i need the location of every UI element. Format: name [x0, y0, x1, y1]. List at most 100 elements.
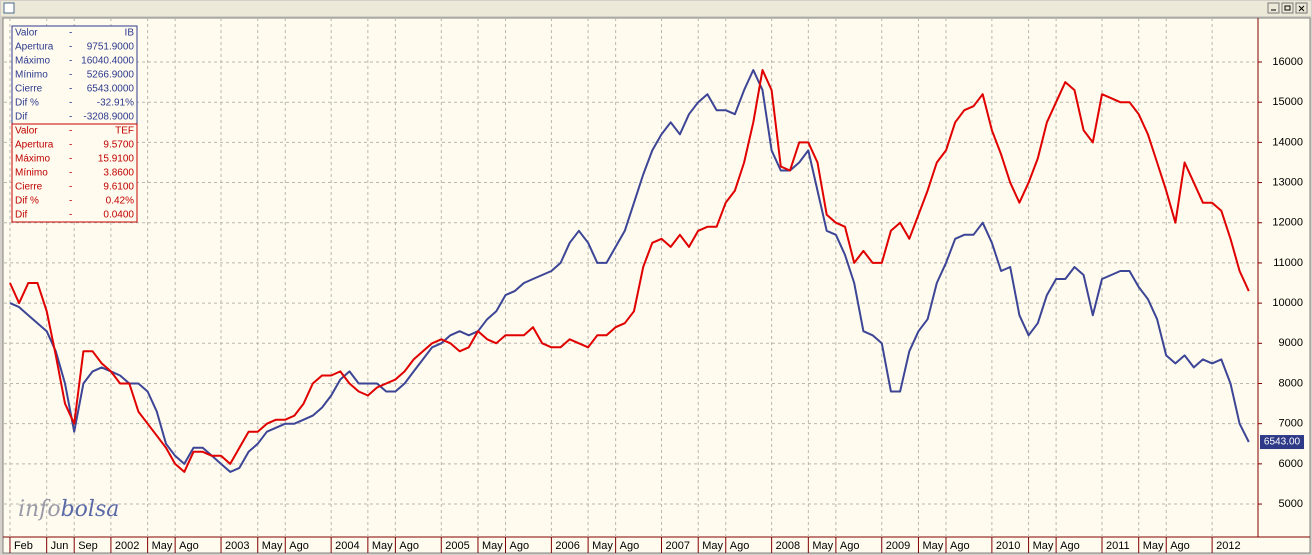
- info-sep: -: [69, 56, 72, 67]
- info-sep: -: [69, 70, 72, 81]
- x-tick-label: Feb: [14, 540, 33, 552]
- info-value: 9.5700: [103, 140, 134, 151]
- info-sep: -: [69, 112, 72, 123]
- x-tick-label: May: [152, 540, 173, 552]
- info-sep: -: [69, 42, 72, 53]
- info-box: [11, 123, 138, 223]
- info-sep: -: [69, 196, 72, 207]
- info-value: 5266.9000: [87, 70, 135, 81]
- info-sep: -: [69, 154, 72, 165]
- x-tick-label: Ago: [1060, 540, 1080, 552]
- y-tick-label: 10000: [1272, 297, 1303, 309]
- info-value: 16040.4000: [81, 56, 134, 67]
- restore-button[interactable]: [1281, 2, 1294, 14]
- series-line: [9, 69, 1250, 473]
- x-tick-label: Jun: [51, 540, 69, 552]
- title-bar: [1, 1, 1311, 16]
- lines: [9, 69, 1250, 473]
- window-icon: [3, 2, 15, 14]
- info-label: Dif: [15, 112, 27, 123]
- price-tag: 6543.00: [1264, 437, 1301, 448]
- y-tick-label: 9000: [1279, 337, 1303, 349]
- y-tick-label: 16000: [1272, 56, 1303, 68]
- info-value: 6543.0000: [87, 84, 135, 95]
- info-label: Máximo: [15, 56, 50, 67]
- window-buttons: [1267, 2, 1308, 14]
- x-tick-label: Ago: [620, 540, 640, 552]
- y-tick-label: 11000: [1273, 257, 1303, 269]
- info-value: 0.0400: [103, 210, 134, 221]
- info-value: -3208.9000: [83, 112, 134, 123]
- y-tick-label: 8000: [1279, 377, 1303, 389]
- y-tick-label: 7000: [1279, 418, 1303, 430]
- info-sep: -: [69, 168, 72, 179]
- info-label: Valor: [15, 28, 38, 39]
- info-label: Cierre: [15, 84, 43, 95]
- x-tick-label: 2009: [886, 540, 910, 552]
- x-tick-label: May: [1033, 540, 1054, 552]
- info-label: Máximo: [15, 154, 50, 165]
- info-label: Dif: [15, 210, 27, 221]
- info-label: Mínimo: [15, 168, 48, 179]
- info-box: [11, 25, 138, 125]
- x-tick-label: May: [702, 540, 723, 552]
- x-tick-label: 2008: [776, 540, 800, 552]
- restore-glyph: [1284, 5, 1291, 11]
- info-value: 0.42%: [106, 196, 134, 207]
- y-tick-label: 12000: [1272, 217, 1303, 229]
- info-value: 15.9100: [98, 154, 135, 165]
- x-tick-label: May: [262, 540, 283, 552]
- x-tick-label: 2011: [1106, 540, 1130, 552]
- x-tick-label: Ago: [730, 540, 750, 552]
- x-tick-label: 2012: [1216, 540, 1240, 552]
- y-tick-label: 14000: [1272, 136, 1303, 148]
- info-sep: -: [69, 98, 72, 109]
- x-tick-label: 2006: [555, 540, 579, 552]
- info-value: 3.8600: [103, 168, 134, 179]
- x-tick-label: Sep: [78, 540, 98, 552]
- x-tick-label: Ago: [289, 540, 309, 552]
- info-value: IB: [125, 28, 135, 39]
- x-tick-label: 2002: [115, 540, 139, 552]
- info-label: Apertura: [15, 42, 54, 53]
- watermark-bolsa: bolsa: [61, 497, 120, 522]
- info-sep: -: [69, 28, 72, 39]
- x-tick-label: May: [372, 540, 393, 552]
- x-tick-label: Ago: [840, 540, 860, 552]
- info-label: Apertura: [15, 140, 54, 151]
- x-tick-label: 2004: [335, 540, 359, 552]
- info-sep: -: [69, 84, 72, 95]
- info-sep: -: [69, 182, 72, 193]
- y-tick-label: 5000: [1279, 498, 1303, 510]
- plot-background: [2, 17, 1311, 554]
- y-tick-label: 13000: [1272, 176, 1303, 188]
- info-label: Valor: [15, 126, 38, 137]
- x-tick-label: May: [482, 540, 503, 552]
- x-tick-label: Ago: [399, 540, 419, 552]
- minimize-button[interactable]: [1267, 2, 1280, 14]
- info-label: Dif %: [15, 196, 39, 207]
- x-tick-label: May: [922, 540, 943, 552]
- x-tick-label: 2010: [996, 540, 1020, 552]
- x-tick-label: 2005: [445, 540, 469, 552]
- info-label: Cierre: [15, 182, 43, 193]
- watermark-info: info: [18, 497, 61, 522]
- grid: [4, 18, 1258, 537]
- y-tick-label: 6000: [1279, 458, 1303, 470]
- x-tick-label: Ago: [950, 540, 970, 552]
- info-label: Mínimo: [15, 70, 48, 81]
- x-tick-label: May: [592, 540, 613, 552]
- x-tick-label: May: [1143, 540, 1164, 552]
- price-tag-bg: [1260, 435, 1304, 450]
- x-tick-label: Ago: [179, 540, 199, 552]
- x-tick-label: Ago: [510, 540, 530, 552]
- info-value: TEF: [115, 126, 134, 137]
- x-tick-label: May: [812, 540, 833, 552]
- close-glyph: [1298, 5, 1305, 12]
- axes: 5000 6000 7000 8000 9000 10000 11000 12000 13000…: [9, 56, 1304, 553]
- x-tick-label: 2003: [225, 540, 249, 552]
- series-line: [9, 69, 1250, 473]
- info-sep: -: [69, 210, 72, 221]
